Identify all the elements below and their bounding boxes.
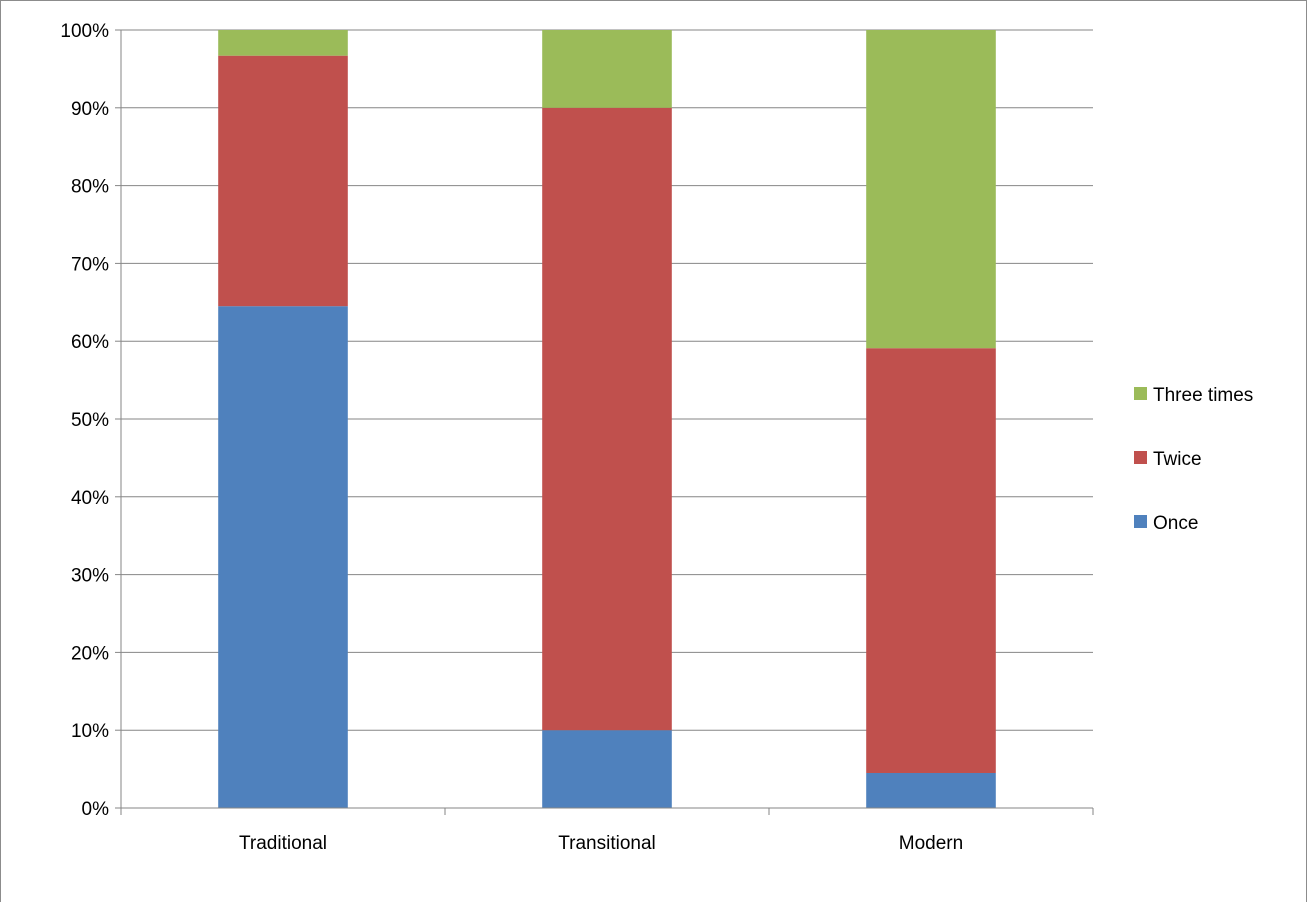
y-tick-label: 60% <box>71 332 109 353</box>
y-tick-label: 30% <box>71 566 109 587</box>
bar-segment-three-times <box>866 30 996 349</box>
legend-label: Once <box>1153 513 1198 534</box>
y-tick-label: 40% <box>71 488 109 509</box>
legend-swatch <box>1134 515 1147 528</box>
bar-segment-once <box>218 306 348 808</box>
y-tick-label: 50% <box>71 410 109 431</box>
bars <box>218 30 996 808</box>
bar-segment-twice <box>866 348 996 773</box>
bar-segment-once <box>542 730 672 808</box>
axes <box>115 29 1094 815</box>
x-tick-label: Modern <box>899 833 963 854</box>
y-tick-label: 70% <box>71 254 109 275</box>
legend-swatch <box>1134 451 1147 464</box>
bar-segment-twice <box>542 107 672 731</box>
legend-swatch <box>1134 387 1147 400</box>
legend-label: Twice <box>1153 449 1202 470</box>
bar-segment-three-times <box>218 30 348 56</box>
legend-label: Three times <box>1153 385 1253 406</box>
y-tick-label: 80% <box>71 177 109 198</box>
bar-segment-twice <box>218 55 348 307</box>
y-tick-labels: 0% 10% 20% 30% 40% 50% 60% 70% 80% 90% 100% <box>60 21 109 820</box>
x-tick-label: Traditional <box>239 833 327 854</box>
y-tick-label: 10% <box>71 721 109 742</box>
x-tick-label: Transitional <box>558 833 656 854</box>
y-tick-label: 100% <box>60 21 109 42</box>
bar-segment-once <box>866 772 996 808</box>
bar-segment-three-times <box>542 30 672 108</box>
legend: Three times Twice Once <box>1134 385 1253 534</box>
x-tick-labels: Traditional Transitional Modern <box>239 833 963 854</box>
y-tick-label: 90% <box>71 99 109 120</box>
y-tick-label: 20% <box>71 643 109 664</box>
y-tick-label: 0% <box>82 799 110 820</box>
